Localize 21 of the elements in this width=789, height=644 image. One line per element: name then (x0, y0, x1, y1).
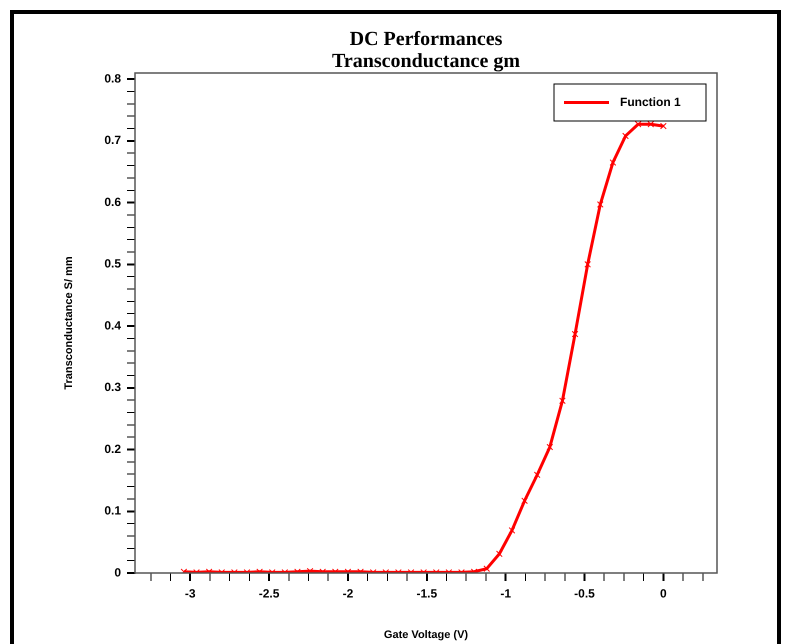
x-tick-label: 0 (660, 586, 668, 601)
x-tick-label: -0.5 (574, 586, 596, 601)
y-tick-label: 0.8 (104, 71, 122, 86)
x-tick-label: -2 (342, 586, 354, 601)
x-axis-title: Gate Voltage (V) (384, 629, 468, 641)
x-tick-label: -3 (184, 586, 196, 601)
y-tick-label: 0.1 (104, 504, 122, 518)
x-tick-label: -1.5 (416, 586, 438, 601)
chart-title: DC Performances (350, 28, 503, 50)
y-tick-label: 0.2 (104, 442, 122, 456)
x-tick-label: -2.5 (258, 586, 280, 601)
x-tick-label: -1 (500, 586, 512, 601)
legend-label: Function 1 (620, 94, 681, 109)
y-axis-title: Transconductance S/ mm (63, 256, 75, 390)
y-tick-label: 0 (114, 565, 122, 580)
y-tick-label: 0.6 (104, 194, 122, 209)
chart-subtitle: Transconductance gm (332, 50, 520, 72)
y-tick-label: 0.4 (104, 318, 122, 332)
y-tick-label: 0.5 (104, 256, 122, 271)
y-tick-label: 0.3 (104, 380, 122, 394)
y-tick-label: 0.7 (104, 133, 122, 148)
